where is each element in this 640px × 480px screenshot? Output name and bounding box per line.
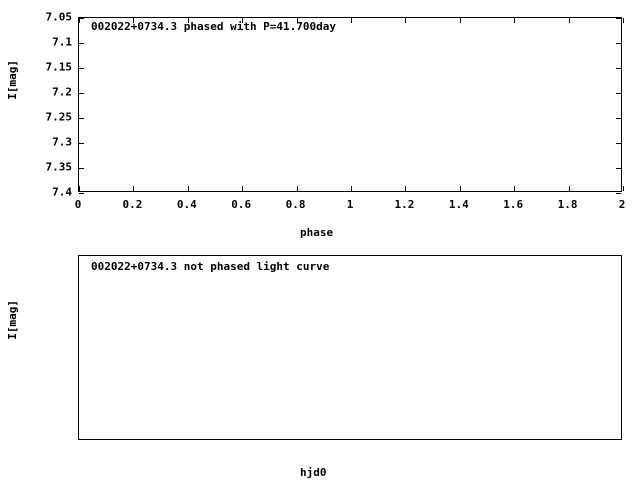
x-tick-label: 1 (346, 198, 354, 211)
x-tick-mark (296, 18, 298, 23)
y-tick-mark (79, 18, 84, 19)
x-tick-mark (351, 186, 352, 191)
x-tick-mark (514, 18, 516, 23)
x-tick-mark (459, 186, 461, 191)
x-tick-mark (133, 18, 135, 23)
y-tick-label: 7.35 (45, 160, 73, 174)
x-tick-mark (405, 186, 407, 191)
x-tick-mark (242, 18, 244, 23)
unphased-data-area (79, 256, 621, 439)
x-tick-mark (459, 18, 461, 23)
x-tick-label: 0 (74, 198, 82, 211)
y-tick-mark (616, 68, 621, 69)
x-tick-mark (623, 186, 624, 191)
x-tick-mark (514, 186, 516, 191)
x-tick-label: 1.8 (557, 198, 578, 211)
x-tick-mark (133, 186, 135, 191)
phased-data-area (79, 18, 621, 191)
y-tick-mark (616, 43, 621, 44)
y-tick-mark (79, 193, 84, 194)
unphased-panel-title: 002022+0734.3 not phased light curve (91, 260, 330, 273)
x-tick-label: 0.6 (231, 198, 252, 211)
x-tick-mark (351, 18, 352, 23)
x-tick-mark (187, 18, 189, 23)
y-tick-mark (79, 168, 84, 169)
y-tick-mark (79, 68, 84, 69)
phased-panel-title: 002022+0734.3 phased with P=41.700day (91, 20, 337, 33)
x-tick-mark (79, 186, 80, 191)
x-tick-label: 2 (618, 198, 626, 211)
x-tick-label: 1.2 (394, 198, 415, 211)
x-tick-mark (405, 18, 407, 23)
y-tick-mark (616, 93, 621, 94)
x-tick-mark (568, 186, 570, 191)
x-tick-label: 0.4 (176, 198, 197, 211)
unphased-x-axis-label: hjd0 (300, 466, 327, 479)
x-tick-mark (296, 186, 298, 191)
phased-x-axis-label: phase (300, 226, 334, 239)
y-tick-mark (616, 18, 621, 19)
phased-plot-frame: 002022+0734.3 phased with P=41.700day (78, 17, 624, 194)
y-tick-label: 7.15 (45, 60, 73, 74)
x-tick-mark (187, 186, 189, 191)
x-tick-mark (623, 18, 624, 23)
y-tick-mark (616, 118, 621, 119)
x-tick-label: 0.2 (122, 198, 143, 211)
unphased-y-axis-label: I[mag] (6, 300, 19, 340)
y-tick-label: 7.2 (52, 85, 72, 99)
y-tick-label: 7.4 (52, 185, 72, 199)
y-tick-mark (616, 143, 621, 144)
y-tick-label: 7.05 (45, 10, 73, 24)
y-tick-label: 7.3 (52, 135, 72, 149)
x-tick-mark (568, 18, 570, 23)
x-tick-label: 1.4 (448, 198, 469, 211)
x-tick-label: 1.6 (503, 198, 524, 211)
x-tick-label: 0.8 (285, 198, 306, 211)
x-tick-mark (79, 18, 80, 23)
y-tick-mark (616, 193, 621, 194)
y-tick-mark (616, 168, 621, 169)
y-tick-mark (79, 143, 84, 144)
y-tick-label: 7.1 (52, 35, 72, 49)
y-tick-label: 7.25 (45, 110, 73, 124)
x-tick-mark (242, 186, 244, 191)
unphased-plot-frame: 002022+0734.3 not phased light curve (78, 255, 622, 440)
y-tick-mark (79, 93, 84, 94)
y-tick-mark (79, 118, 84, 119)
y-tick-mark (79, 43, 84, 44)
